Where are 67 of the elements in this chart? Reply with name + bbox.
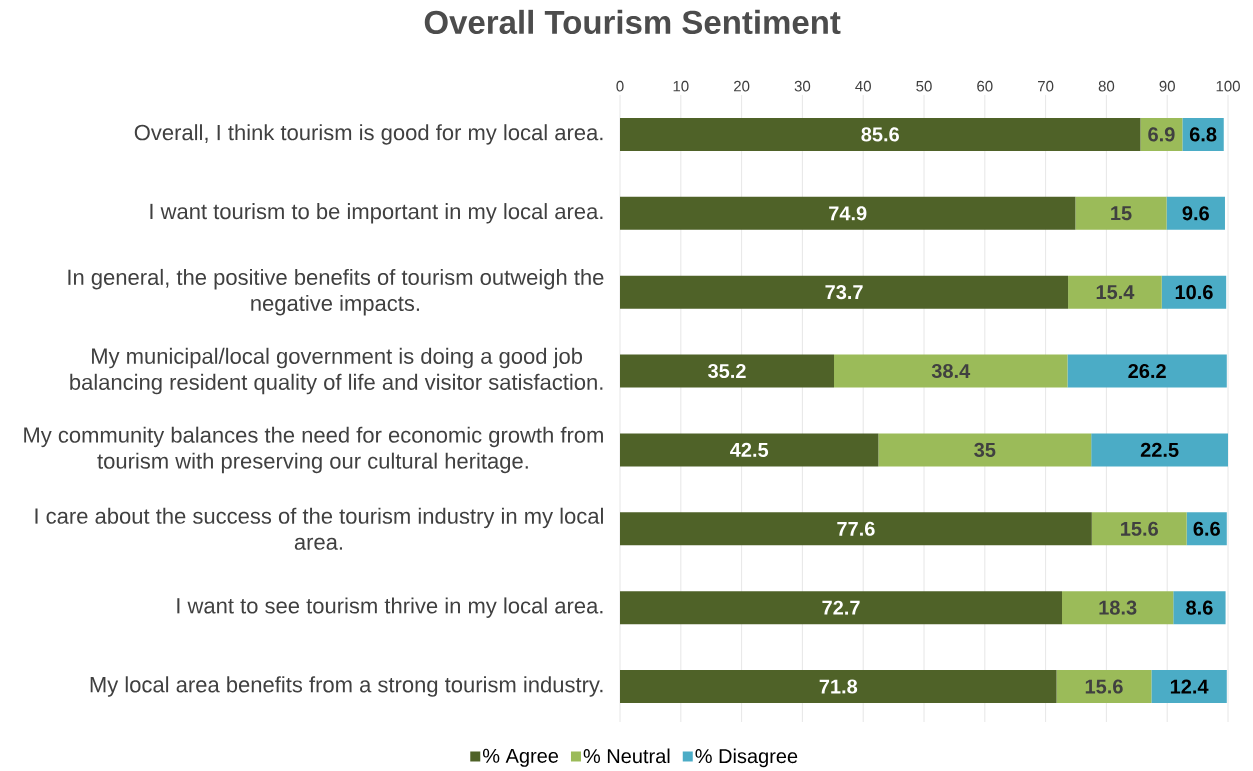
data-label: 6.6 bbox=[1193, 521, 1220, 536]
data-label: 15 bbox=[1111, 206, 1132, 221]
data-label: 35 bbox=[974, 442, 996, 457]
bar bbox=[834, 354, 1068, 388]
x-tick-label: 20 bbox=[734, 80, 750, 92]
data-label: 22.5 bbox=[1140, 442, 1179, 457]
data-label: 74.9 bbox=[829, 206, 867, 221]
bar bbox=[878, 433, 1092, 467]
y-tick-label: Overall, I think tourism is good for my local area. bbox=[134, 124, 603, 145]
x-tick-label: 50 bbox=[916, 80, 932, 92]
legend-label: % Agree bbox=[482, 748, 559, 767]
data-label: 12.4 bbox=[1170, 679, 1209, 694]
data-label: 10.6 bbox=[1175, 285, 1213, 300]
bar bbox=[1091, 433, 1229, 467]
x-tick-label: 100 bbox=[1216, 80, 1240, 92]
bar bbox=[620, 354, 835, 388]
bar bbox=[1166, 196, 1225, 230]
data-label: 72.7 bbox=[822, 600, 860, 615]
x-tick-label: 60 bbox=[977, 80, 993, 92]
y-tick-label: I care about the success of the tourism industry in my local area. bbox=[35, 507, 603, 550]
x-tick-label: 90 bbox=[1159, 80, 1175, 92]
bar bbox=[620, 196, 1076, 230]
data-label: 18.3 bbox=[1099, 600, 1137, 615]
y-tick-label: My municipal/local government is doing a good job balancing resident quality of life and visitor satisfaction. bbox=[70, 347, 603, 395]
data-label: 15.6 bbox=[1121, 521, 1158, 536]
bar bbox=[620, 433, 879, 467]
bar bbox=[620, 275, 1069, 309]
x-tick-label: 80 bbox=[1098, 80, 1115, 92]
data-label: 71.8 bbox=[819, 679, 858, 694]
bar bbox=[620, 117, 1141, 151]
data-label: 15.6 bbox=[1085, 679, 1123, 694]
bar bbox=[620, 591, 1063, 625]
bar bbox=[620, 512, 1092, 546]
y-tick-label: My community balances the need for economic growth from tourism with preserving our cultural heritage. bbox=[24, 426, 603, 474]
x-tick-label: 40 bbox=[855, 80, 871, 92]
bar bbox=[1151, 670, 1227, 704]
data-label: 73.7 bbox=[825, 285, 863, 300]
data-label: 6.9 bbox=[1148, 127, 1175, 142]
bar bbox=[1068, 275, 1162, 309]
y-tick-label: I want tourism to be important in my local area. bbox=[150, 203, 603, 224]
data-label: 77.6 bbox=[837, 521, 875, 536]
data-label: 42.5 bbox=[730, 442, 769, 457]
chart-title: Overall Tourism Sentiment bbox=[424, 9, 841, 35]
bar bbox=[1062, 591, 1174, 625]
x-tick-label: 0 bbox=[616, 80, 624, 92]
data-label: 38.4 bbox=[931, 363, 971, 379]
bar bbox=[1075, 196, 1167, 230]
data-label: 8.6 bbox=[1186, 600, 1213, 615]
bar bbox=[1056, 670, 1152, 704]
bar bbox=[1067, 354, 1227, 388]
y-tick-label: I want to see tourism thrive in my local area. bbox=[177, 597, 603, 618]
bar bbox=[1091, 512, 1187, 546]
x-tick-label: 70 bbox=[1038, 80, 1054, 92]
bar bbox=[620, 670, 1057, 704]
legend-label: % Neutral bbox=[583, 748, 670, 764]
x-tick-label: 30 bbox=[794, 80, 811, 92]
data-label: 6.8 bbox=[1189, 127, 1217, 142]
bar bbox=[1173, 591, 1226, 625]
data-label: 26.2 bbox=[1128, 363, 1166, 379]
data-label: 35.2 bbox=[708, 363, 746, 379]
y-tick-label: In general, the positive benefits of tourism outweigh the negative impacts. bbox=[68, 268, 604, 316]
data-label: 15.4 bbox=[1096, 285, 1135, 300]
data-label: 9.6 bbox=[1182, 206, 1209, 221]
x-tick-label: 10 bbox=[673, 80, 689, 92]
data-label: 85.6 bbox=[861, 127, 899, 142]
y-tick-label: My local area benefits from a strong tourism industry. bbox=[90, 676, 603, 697]
legend-label: % Disagree bbox=[695, 748, 798, 768]
